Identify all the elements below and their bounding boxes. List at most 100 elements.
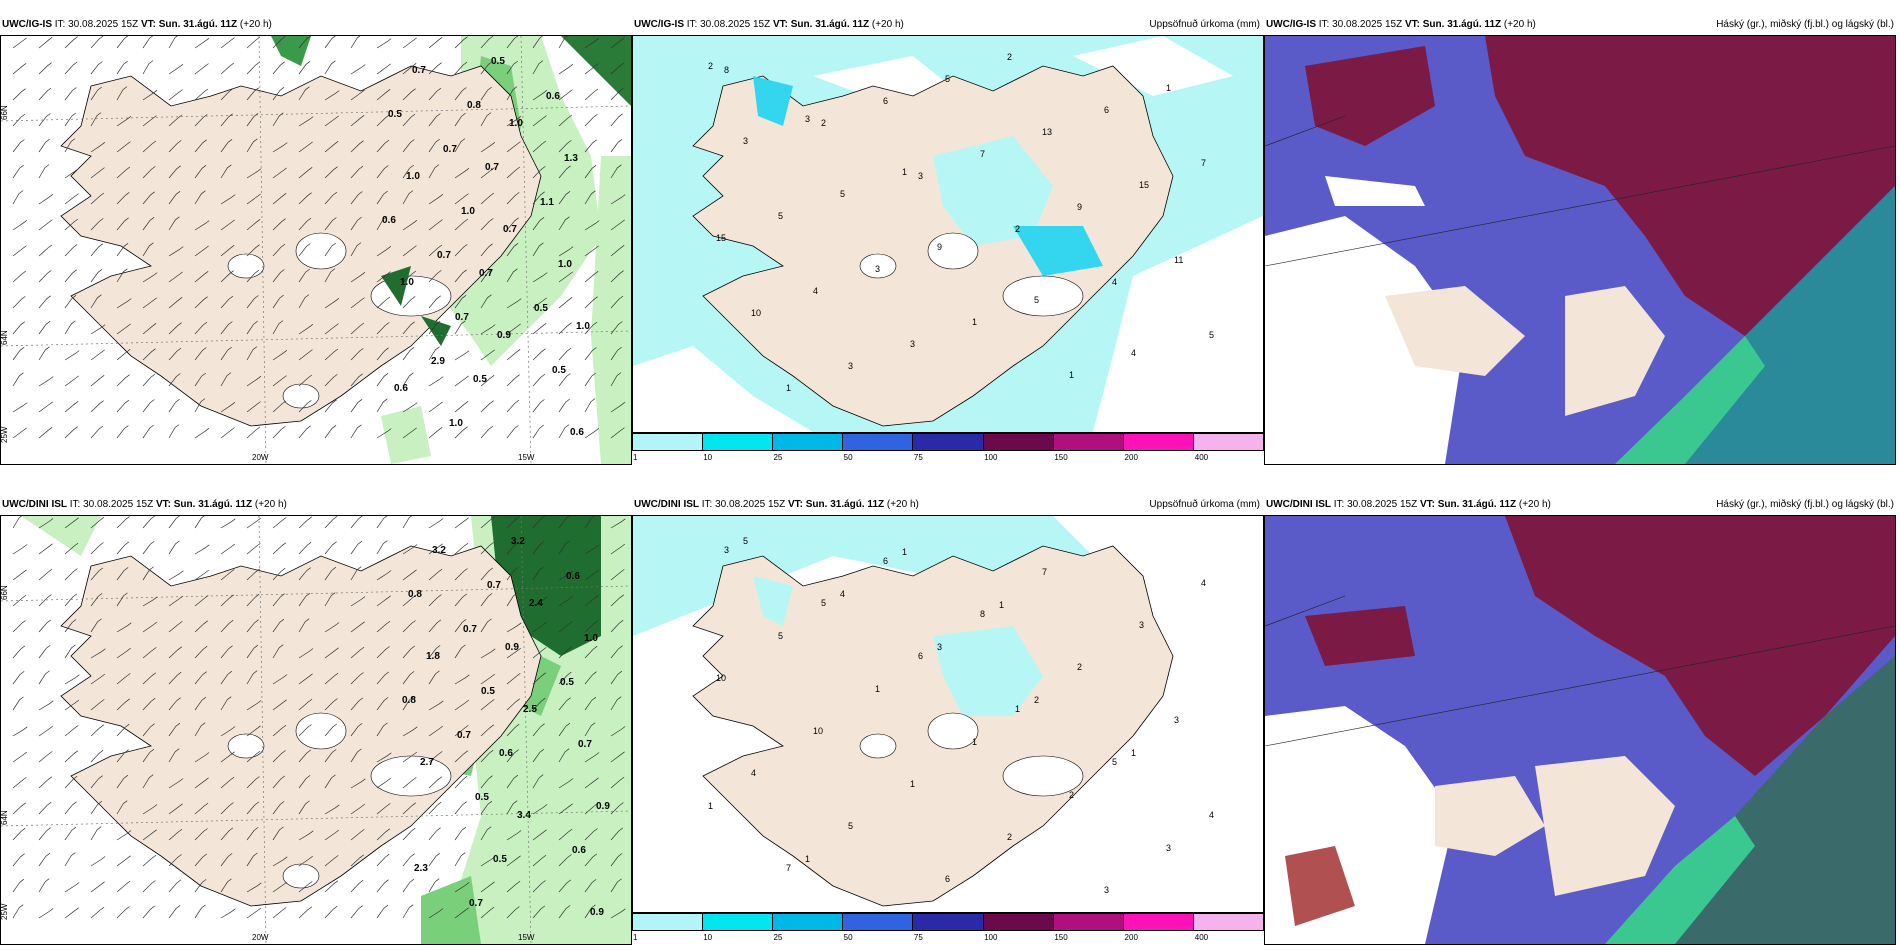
wind-barb: [402, 696, 414, 711]
wind-barb: [506, 268, 518, 283]
wind-barb: [64, 699, 80, 711]
lat-label-64: 64N: [0, 330, 9, 345]
wind-barb: [168, 114, 183, 127]
wind-barb: [38, 594, 52, 607]
wind-barb: [480, 906, 495, 919]
wind-barb: [116, 516, 130, 529]
colorbar-swatch: [1053, 434, 1124, 450]
wind-barb: [220, 88, 234, 101]
wind-barb: [298, 618, 310, 633]
wind-barb: [12, 37, 27, 49]
wind-barb: [90, 243, 103, 257]
wind-barb: [350, 566, 362, 581]
value-label: 5: [1209, 330, 1214, 340]
wind-barb: [38, 427, 53, 439]
wind-barb: [298, 294, 310, 309]
wind-barb: [272, 856, 288, 867]
wind-barb: [324, 541, 337, 555]
wind-barb: [480, 294, 492, 309]
wind-barb: [480, 699, 495, 711]
wind-barb: [12, 594, 27, 607]
wind-barb: [402, 594, 417, 607]
valid-time: Sun. 31.ágú. 11Z: [790, 19, 870, 30]
colorbar-tick-label: 10: [703, 453, 713, 462]
wind-barb: [116, 855, 131, 867]
wind-barb: [220, 751, 235, 763]
value-label: 2.5: [523, 704, 537, 715]
wind-barb: [584, 428, 600, 439]
wind-barb: [480, 86, 492, 101]
value-label: 0.7: [485, 162, 499, 173]
wind-barb: [350, 646, 365, 659]
wind-barb: [168, 398, 180, 413]
colorbar-tick-label: 25: [773, 453, 783, 462]
wind-barb: [298, 61, 311, 75]
value-label: 2: [1069, 790, 1074, 800]
wind-barb: [12, 645, 26, 659]
wind-barb: [38, 87, 52, 101]
wind-barb: [350, 165, 364, 179]
wind-barb: [38, 700, 54, 711]
wind-barb: [324, 141, 339, 153]
value-label: 10: [813, 726, 823, 736]
wind-barb: [506, 192, 520, 205]
wind-barb: [506, 349, 521, 361]
wind-barb: [610, 670, 623, 685]
wind-barb: [558, 697, 571, 711]
colorbar-swatch: [633, 434, 704, 450]
wind-barb: [194, 220, 210, 231]
wind-barb: [324, 374, 338, 387]
colorbar-tick-label: 200: [1124, 453, 1138, 462]
lon-label-20: 20W: [252, 453, 269, 462]
wind-barb: [272, 775, 286, 789]
wind-barb: [90, 425, 104, 439]
wind-barb: [428, 700, 444, 711]
wind-barb: [454, 61, 468, 75]
wind-barb: [428, 62, 442, 75]
wind-barb: [558, 854, 572, 867]
wind-barb: [246, 725, 261, 737]
wind-barb: [584, 165, 597, 179]
wind-barb: [532, 672, 547, 685]
wind-barb: [506, 906, 520, 919]
value-label: 0.5: [475, 792, 489, 803]
wind-barb: [454, 907, 469, 919]
value-label: 0.6: [546, 91, 560, 102]
wind-barb: [558, 140, 572, 153]
run-time: IT: 30.08.2025 15Z: [54, 19, 139, 30]
wind-barb: [168, 722, 181, 737]
wind-barb: [194, 428, 210, 439]
wind-barb: [428, 852, 441, 867]
wind-barb: [168, 216, 180, 231]
wind-barb: [402, 777, 417, 789]
wind-barb: [402, 88, 416, 101]
wind-barb: [584, 271, 599, 283]
wind-barb: [402, 190, 414, 205]
wind-barb: [90, 699, 105, 711]
wind-barb: [376, 428, 392, 439]
value-label: 5: [1034, 295, 1039, 305]
wind-barb: [246, 517, 262, 529]
wind-barb: [64, 218, 79, 231]
wind-barb: [584, 63, 599, 75]
wind-barb: [506, 698, 521, 711]
wind-barb: [428, 401, 443, 413]
wind-barb: [272, 87, 285, 101]
wind-barb: [532, 36, 544, 49]
wind-barb: [194, 752, 210, 763]
wind-barb: [12, 777, 27, 789]
wind-barb: [506, 800, 518, 815]
value-label: 0.5: [560, 677, 574, 688]
wind-barb: [350, 140, 364, 153]
value-label: 0.7: [469, 898, 483, 909]
wind-barb: [350, 879, 364, 893]
colorbar-tick-label: 200: [1124, 933, 1138, 942]
wind-barb: [480, 400, 494, 413]
wind-barb: [428, 543, 443, 555]
wind-barb: [64, 295, 77, 309]
wind-barb: [324, 829, 340, 841]
wind-barb: [220, 569, 235, 581]
wind-barb: [350, 64, 366, 75]
wind-barb: [116, 141, 131, 153]
wind-barb: [506, 116, 522, 127]
